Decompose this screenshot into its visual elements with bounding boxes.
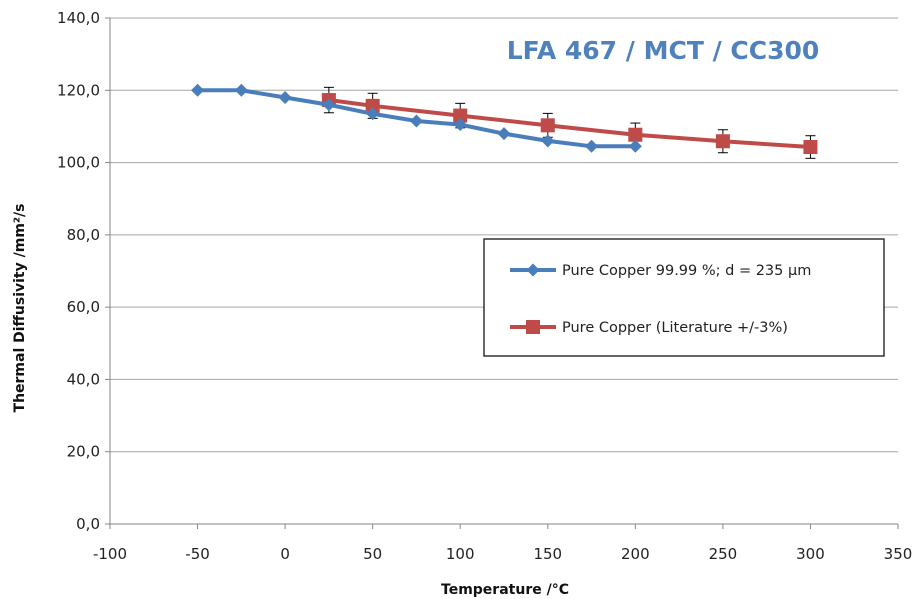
y-tick-label: 100,0 [57,154,100,172]
x-tick-label: 100 [446,545,475,563]
data-point-literature [803,140,818,155]
x-tick-label: 200 [621,545,650,563]
x-tick-label: 0 [280,545,290,563]
y-tick-label: 120,0 [57,81,100,99]
y-tick-label: 80,0 [67,226,100,244]
data-point-measured [322,98,336,112]
data-point-literature [715,134,730,149]
x-tick-label: 50 [363,545,382,563]
x-tick-label: 350 [884,545,913,563]
data-point-measured [497,127,511,141]
series-literature [321,86,818,159]
x-axis-title: Temperature /°C [441,582,569,598]
data-point-measured [409,114,423,128]
y-tick-label: 20,0 [67,443,100,461]
x-tick-label: 250 [709,545,738,563]
axes [105,17,899,529]
data-point-measured [541,134,555,148]
x-tick-label: 300 [796,545,825,563]
data-point-measured [585,139,599,153]
y-tick-label: 40,0 [67,370,100,388]
chart-title: LFA 467 / MCT / CC300 [507,36,820,65]
data-point-measured [234,83,248,97]
y-tick-label: 140,0 [57,9,100,27]
series-line-literature [328,98,811,150]
legend-box [483,238,885,357]
x-tick-label: -100 [93,545,127,563]
x-tick-label: 150 [533,545,562,563]
data-point-measured [628,139,642,153]
tick-labels: 0,0 20,0 40,0 60,0 80,0 100,0 120,0 140,0 -100 -5… [57,9,912,563]
series-layer [191,83,818,159]
x-tick-label: -50 [185,545,210,563]
y-axis-title: Thermal Diffusivity /mm²/s [12,204,28,413]
legend-label-literature: Pure Copper (Literature +/-3%) [562,320,788,336]
data-point-measured [278,91,292,105]
data-point-measured [453,118,467,132]
legend-label-measured: Pure Copper 99.99 %; d = 235 µm [562,263,811,279]
data-point-literature [453,108,468,123]
gridlines [110,17,898,453]
legend-key-marker-literature [526,320,540,334]
data-point-measured [366,107,380,121]
data-point-measured [191,83,205,97]
y-tick-label: 0,0 [76,515,100,533]
y-tick-label: 60,0 [67,298,100,316]
legend-key-marker-measured [526,263,540,277]
series-measured [191,83,642,153]
legend: Pure Copper 99.99 %; d = 235 µm Pure Cop… [483,238,885,357]
data-point-literature [628,127,643,142]
data-point-literature [365,98,380,113]
data-point-literature [540,118,555,133]
